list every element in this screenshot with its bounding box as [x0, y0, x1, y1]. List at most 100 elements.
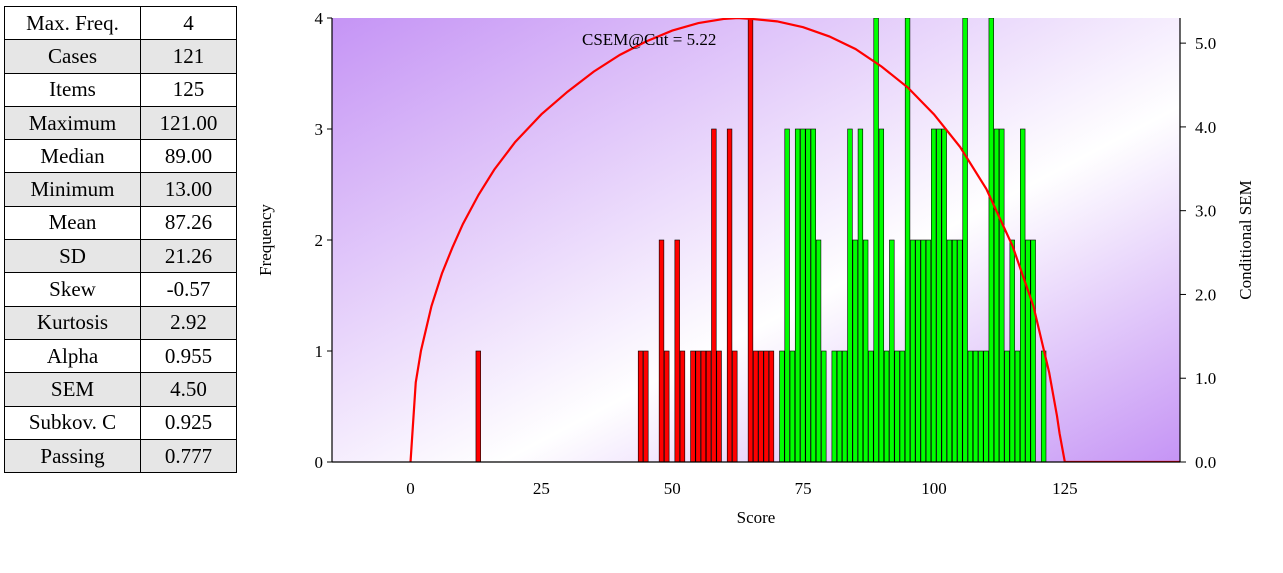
csem-curve	[409, 18, 1180, 462]
histogram-bar	[637, 350, 644, 462]
x-tick-label: 25	[533, 479, 550, 498]
histogram-bar	[758, 350, 764, 462]
histogram-bar	[889, 239, 895, 462]
histogram-bar	[674, 239, 680, 462]
histogram-bar	[941, 128, 947, 462]
histogram-bar	[789, 350, 796, 462]
stats-row: Maximum 121.00	[4, 105, 237, 141]
stat-value: 0.777	[140, 438, 237, 474]
histogram-bar	[993, 128, 1000, 462]
x-tick-label: 0	[406, 479, 415, 498]
y2-tick-label: 1.0	[1195, 369, 1216, 388]
stat-label: Minimum	[4, 172, 141, 207]
histogram-bar	[863, 239, 869, 462]
y-tick-label: 4	[315, 9, 324, 28]
stat-label: Median	[4, 139, 141, 174]
stats-row: Kurtosis 2.92	[4, 305, 237, 340]
stat-label: Subkov. C	[4, 405, 141, 440]
histogram-bar	[904, 18, 911, 462]
stat-label: Passing	[4, 438, 141, 474]
histogram-bar	[1025, 239, 1031, 462]
histogram-bar	[1004, 350, 1010, 462]
histogram-bar	[972, 350, 979, 462]
histogram-bar	[894, 350, 900, 462]
stat-value: 121	[140, 39, 237, 74]
stats-row: Mean 87.26	[4, 205, 237, 241]
histogram-bar	[910, 239, 916, 462]
stats-row: Median 89.00	[4, 139, 237, 174]
histogram-bar	[1030, 239, 1036, 462]
histogram-bar	[936, 128, 942, 462]
histogram-bar	[664, 350, 670, 462]
stat-value: 87.26	[140, 205, 237, 241]
histogram-bar	[983, 350, 989, 462]
stats-row: Cases 121	[4, 39, 237, 74]
y2-tick-label: 4.0	[1195, 118, 1216, 137]
histogram-bar	[700, 350, 707, 462]
stats-row: SEM 4.50	[4, 372, 237, 407]
csem-annotation: CSEM@Cut = 5.22	[582, 30, 716, 49]
histogram-bar	[868, 350, 874, 462]
y-axis-label: Frequency	[256, 204, 275, 276]
histogram-bar	[1009, 239, 1015, 462]
histogram-bar	[962, 18, 968, 462]
stats-row: SD 21.26	[4, 239, 237, 274]
stat-label: Alpha	[4, 338, 141, 374]
right-axis-ticks: 0.0 1.0 2.0 3.0 4.0 5.0	[1180, 34, 1216, 472]
stat-label: Items	[4, 72, 141, 107]
stats-row: Alpha 0.955	[4, 338, 237, 374]
histogram-bar	[920, 239, 926, 462]
x-tick-label: 75	[795, 479, 812, 498]
x-tick-label: 125	[1052, 479, 1078, 498]
stat-value: -0.57	[140, 272, 237, 307]
histogram-bar	[810, 128, 816, 462]
histogram-bar	[915, 239, 921, 462]
histogram-bar	[957, 239, 963, 462]
stat-value: 0.925	[140, 405, 237, 440]
histogram-bar	[475, 350, 481, 462]
stat-label: Mean	[4, 205, 141, 241]
stat-label: Kurtosis	[4, 305, 141, 340]
histogram-bar	[768, 350, 775, 462]
histogram-bar	[779, 350, 785, 462]
y2-tick-label: 5.0	[1195, 34, 1216, 53]
stat-value: 125	[140, 72, 237, 107]
histogram-bar	[695, 350, 701, 462]
histogram-bar	[857, 128, 864, 462]
y-tick-label: 2	[315, 231, 324, 250]
histogram-bar	[967, 350, 974, 462]
stats-row: Passing 0.777	[4, 438, 237, 474]
histogram-bar	[784, 128, 790, 462]
histogram-bar	[821, 350, 827, 462]
histogram-bar	[1040, 350, 1047, 462]
summary-statistics-table: Max. Freq. 4 Cases 121 Items 125 Maximum 121.00…	[4, 5, 237, 474]
histogram-bar	[847, 128, 853, 462]
y2-tick-label: 2.0	[1195, 285, 1216, 304]
histogram-bar	[815, 239, 822, 462]
histogram-bar	[836, 350, 843, 462]
histogram-bar	[753, 350, 759, 462]
histogram-bar	[883, 350, 890, 462]
histogram-bar	[931, 128, 937, 462]
histogram-bar	[679, 350, 686, 462]
stat-value: 2.92	[140, 305, 237, 340]
stat-value: 121.00	[140, 105, 237, 141]
histogram-bar	[899, 350, 905, 462]
stats-row: Items 125	[4, 72, 237, 107]
histogram-bar	[978, 350, 984, 462]
histogram-bar	[711, 128, 717, 462]
stat-value: 4	[140, 5, 237, 41]
histogram-bar	[690, 350, 696, 462]
stats-row: Minimum 13.00	[4, 172, 237, 207]
stat-label: SEM	[4, 372, 141, 407]
left-axis-ticks: 0 1 2 3 4	[315, 9, 332, 472]
histogram-bars	[475, 18, 1047, 462]
y-tick-label: 0	[315, 453, 324, 472]
histogram-bar	[925, 239, 932, 462]
stat-label: Cases	[4, 39, 141, 74]
histogram-bar	[726, 128, 733, 462]
stat-value: 0.955	[140, 338, 237, 374]
histogram-bar	[988, 18, 994, 462]
histogram-bar	[658, 239, 665, 462]
stats-row: Subkov. C 0.925	[4, 405, 237, 440]
